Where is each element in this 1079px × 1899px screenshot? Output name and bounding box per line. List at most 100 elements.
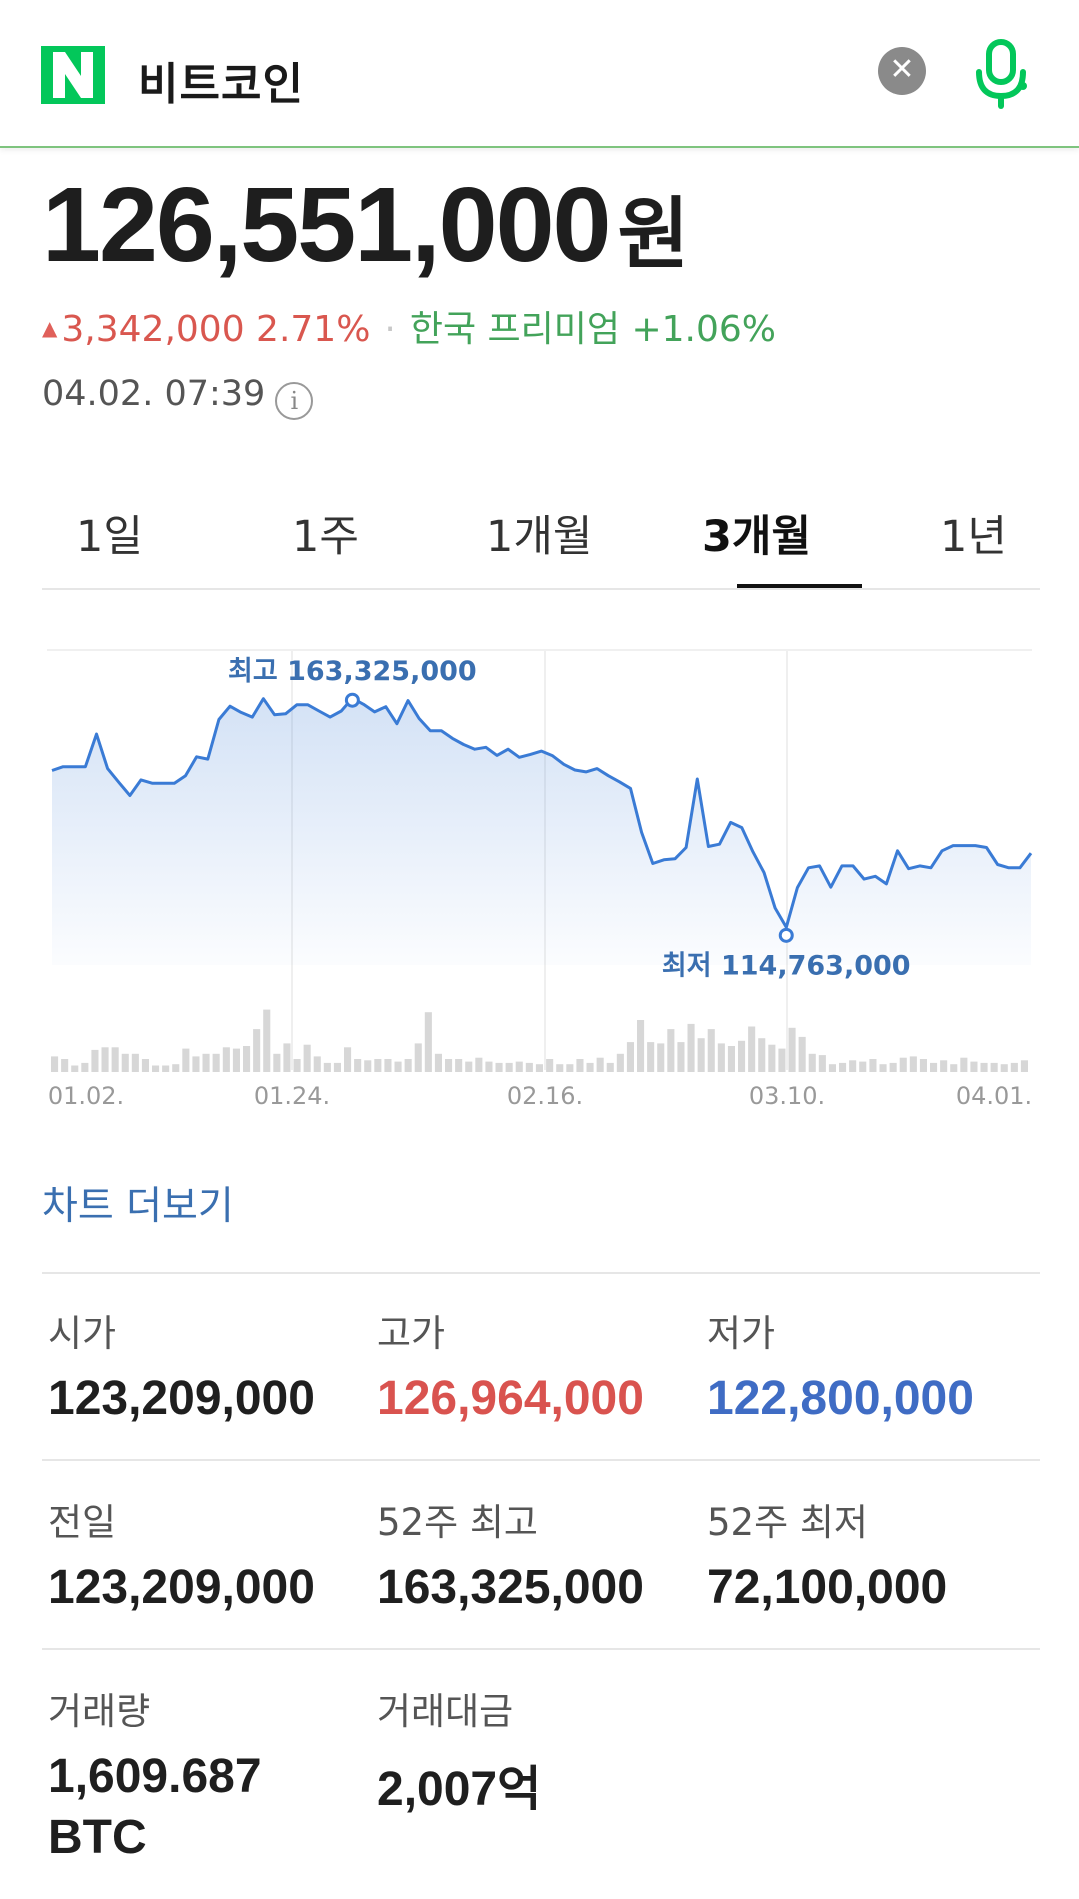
volume-bar <box>697 1038 705 1072</box>
tab-1-day[interactable]: 1일 <box>76 512 143 562</box>
volume-bar <box>818 1055 826 1072</box>
volume-bar <box>434 1053 442 1072</box>
stat-low: 저가 122,800,000 <box>707 1303 974 1426</box>
volume-bar <box>485 1061 493 1072</box>
separator-dot: · <box>384 309 396 350</box>
volume-bar <box>586 1062 594 1072</box>
volume-bar <box>384 1059 392 1072</box>
volume-bar <box>919 1059 927 1072</box>
volume-bar <box>849 1060 857 1072</box>
volume-bar <box>899 1057 907 1072</box>
stat-open: 시가 123,209,000 <box>48 1303 315 1426</box>
period-tabs: 1일 1주 1개월 3개월 1년 <box>42 488 1040 590</box>
tab-1-week[interactable]: 1주 <box>292 512 359 562</box>
volume-bar <box>263 1009 271 1072</box>
stat-open-value: 123,209,000 <box>48 1372 315 1425</box>
volume-bar <box>808 1053 816 1072</box>
volume-bar <box>111 1047 119 1072</box>
volume-bar <box>222 1047 230 1072</box>
volume-bar <box>232 1048 240 1072</box>
info-icon[interactable]: i <box>275 382 314 420</box>
volume-bar <box>61 1059 69 1072</box>
stat-prev-value: 123,209,000 <box>48 1561 315 1614</box>
volume-bar <box>717 1043 725 1072</box>
volume-bar <box>667 1029 675 1072</box>
volume-bar <box>546 1059 554 1072</box>
stat-52w-high: 52주 최고 163,325,000 <box>377 1492 644 1615</box>
volume-bar <box>647 1042 655 1072</box>
stat-high: 고가 126,964,000 <box>377 1303 644 1426</box>
stat-volume-label: 거래량 <box>48 1690 151 1733</box>
tab-1-year[interactable]: 1년 <box>940 512 1007 562</box>
x-tick-label: 01.02. <box>48 1082 124 1110</box>
price-change: 3,342,000 2.71% <box>61 309 371 350</box>
stat-volume-unit: BTC <box>48 1811 147 1864</box>
volume-bar <box>798 1036 806 1072</box>
volume-bar <box>424 1012 432 1072</box>
volume-bar <box>839 1062 847 1072</box>
volume-bar <box>364 1060 372 1072</box>
stat-52w-low-value: 72,100,000 <box>707 1561 948 1614</box>
volume-bar <box>354 1059 362 1072</box>
volume-bar <box>930 1062 938 1072</box>
korea-premium[interactable]: 한국 프리미엄 +1.06% <box>409 309 777 350</box>
price-area <box>52 698 1031 965</box>
volume-bar <box>253 1029 261 1072</box>
divider <box>42 1272 1040 1274</box>
timestamp-row: 04.02. 07:39 i <box>42 374 314 420</box>
volume-bar <box>101 1047 109 1072</box>
tab-3-months[interactable]: 3개월 <box>702 512 812 562</box>
volume-bar <box>1000 1064 1008 1072</box>
up-triangle-icon: ▲ <box>42 316 58 340</box>
volume-bar <box>828 1064 836 1072</box>
volume-bar <box>869 1059 877 1072</box>
stat-volume-value: 1,609.687 <box>48 1750 262 1803</box>
microphone-icon[interactable] <box>973 38 1029 110</box>
search-query-text[interactable]: 비트코인 <box>138 59 304 110</box>
volume-bar <box>707 1029 715 1072</box>
volume-bar <box>313 1056 321 1072</box>
close-icon[interactable]: ✕ <box>878 47 926 95</box>
tab-1-month[interactable]: 1개월 <box>486 512 593 562</box>
volume-bar <box>556 1064 564 1072</box>
naver-logo[interactable] <box>41 46 105 104</box>
high-marker <box>344 692 360 708</box>
stat-high-label: 고가 <box>377 1312 446 1355</box>
price-unit: 원 <box>617 190 690 280</box>
volume-bar <box>495 1062 503 1072</box>
volume-bar <box>566 1064 574 1072</box>
volume-bars <box>51 1009 1028 1072</box>
volume-bar <box>778 1048 786 1072</box>
volume-bar <box>687 1023 695 1072</box>
volume-bar <box>172 1064 180 1072</box>
price-change-row: ▲ 3,342,000 2.71% · 한국 프리미엄 +1.06% <box>42 300 776 352</box>
volume-bar <box>445 1059 453 1072</box>
chart-more-link[interactable]: 차트 더보기 <box>42 1184 234 1229</box>
stat-amount-label: 거래대금 <box>377 1690 514 1733</box>
stat-52w-low-label: 52주 최저 <box>707 1501 868 1544</box>
stat-high-value: 126,964,000 <box>377 1372 644 1425</box>
volume-bar <box>192 1056 200 1072</box>
stat-52w-high-value: 163,325,000 <box>377 1561 644 1614</box>
price-line <box>51 696 1033 929</box>
volume-bar <box>293 1059 301 1072</box>
divider <box>42 1459 1040 1461</box>
low-label: 최저 114,763,000 <box>662 950 911 981</box>
volume-bar <box>475 1057 483 1072</box>
price-value: 126,551,000 <box>42 166 611 284</box>
stat-52w-high-label: 52주 최고 <box>377 1501 538 1544</box>
volume-bar <box>414 1043 422 1072</box>
volume-bar <box>465 1061 473 1072</box>
stat-low-label: 저가 <box>707 1312 776 1355</box>
volume-bar <box>283 1043 291 1072</box>
volume-bar <box>333 1062 341 1072</box>
volume-bar <box>162 1065 170 1072</box>
price-chart[interactable]: 최고 163,325,000 최저 114,763,000 01.02. 01.2… <box>0 620 1079 1120</box>
volume-bar <box>1010 1062 1018 1072</box>
volume-bar <box>1020 1060 1028 1072</box>
volume-bar <box>455 1059 463 1072</box>
stat-low-value: 122,800,000 <box>707 1372 974 1425</box>
volume-bar <box>505 1062 513 1072</box>
volume-bar <box>51 1056 59 1072</box>
x-tick-label: 02.16. <box>507 1082 583 1110</box>
